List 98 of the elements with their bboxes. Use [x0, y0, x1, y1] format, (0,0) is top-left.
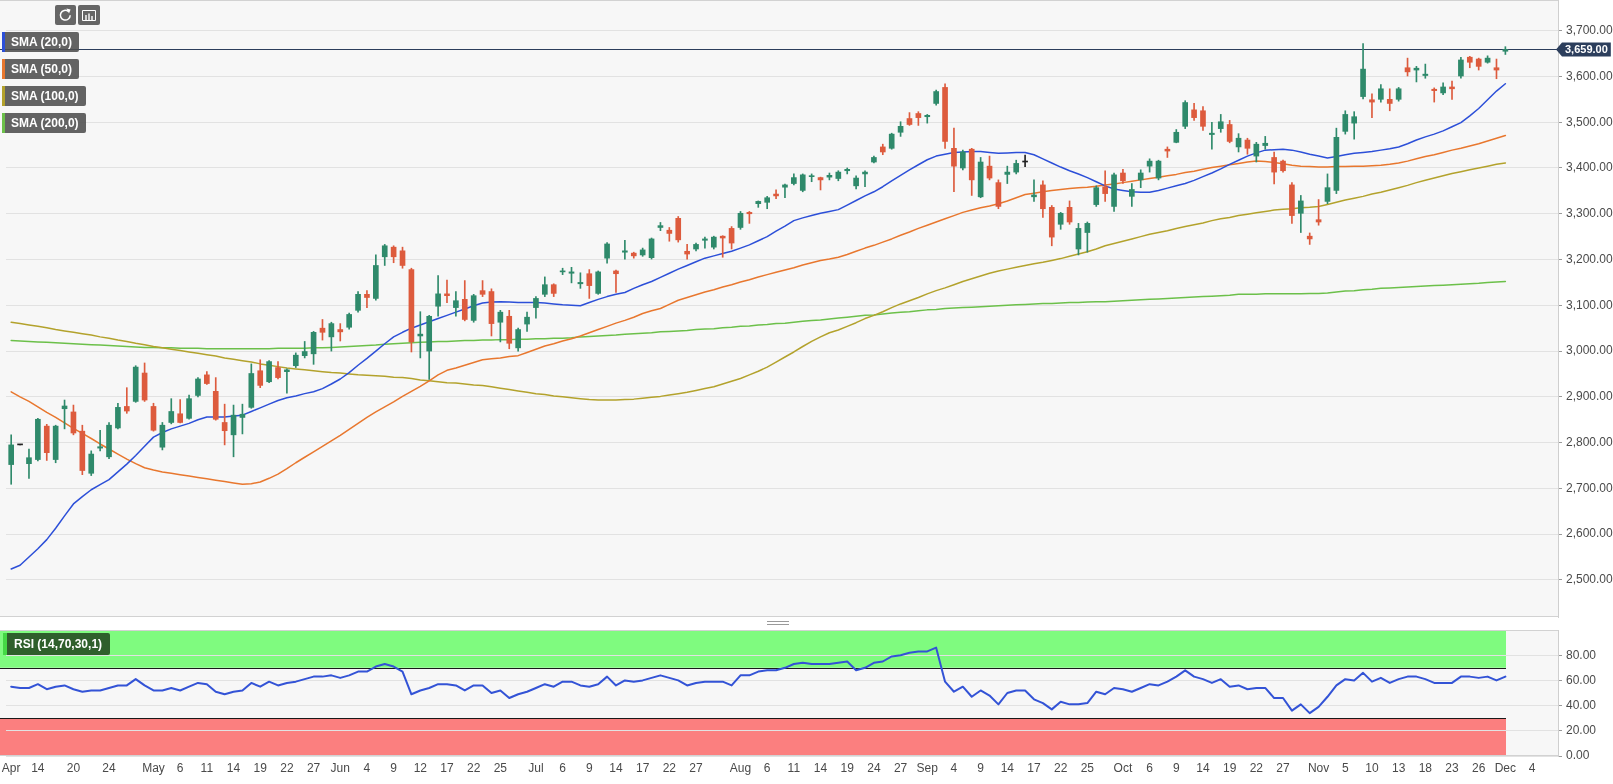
x-tick-label: 24	[102, 760, 117, 775]
x-tick-label: 6	[1146, 760, 1154, 775]
candlestick	[1262, 136, 1269, 150]
x-tick-label: Nov	[1307, 760, 1330, 775]
candlestick	[1102, 170, 1108, 202]
x-tick-label: 9	[585, 760, 593, 775]
y-tick-label: 3,400.00	[1566, 160, 1613, 175]
candlestick	[782, 183, 788, 199]
y-tick-label: 40.00	[1566, 697, 1597, 712]
x-tick-label: 14	[609, 760, 623, 775]
candlestick	[684, 244, 690, 260]
candlestick	[702, 236, 708, 249]
x-tick-label: 9	[977, 760, 985, 775]
x-tick-label: 23	[1445, 760, 1459, 775]
x-tick-label: 27	[689, 760, 704, 775]
x-tick-label: 25	[1080, 760, 1095, 775]
y-tick-label: 3,700.00	[1566, 22, 1613, 37]
x-tick-label: 22	[280, 760, 294, 775]
x-tick-label: 19	[1222, 760, 1237, 775]
x-tick-label: 27	[1276, 760, 1291, 775]
candlestick	[1431, 87, 1438, 103]
candlestick	[1209, 121, 1215, 150]
y-tick-label: 3,000.00	[1566, 343, 1613, 358]
y-tick-label: 2,800.00	[1566, 434, 1613, 449]
x-tick-label: 24	[867, 760, 881, 775]
candlestick	[364, 290, 370, 308]
x-tick-label: Aug	[729, 760, 752, 775]
x-tick-label: 22	[1249, 760, 1264, 775]
x-tick-label: 17	[1027, 760, 1041, 775]
x-tick-label: 4	[363, 760, 371, 775]
x-tick-label: 14	[1000, 760, 1015, 775]
y-tick-label: 2,900.00	[1566, 389, 1613, 404]
x-tick-label: 20	[66, 760, 81, 775]
x-tick-label: 14	[1196, 760, 1210, 775]
x-tick-label: 6	[176, 760, 184, 775]
candlestick	[337, 323, 344, 342]
candlestick	[1386, 88, 1393, 112]
x-tick-label: 14	[226, 760, 241, 775]
candlestick	[1004, 165, 1011, 184]
x-tick-label: 9	[1172, 760, 1180, 775]
y-tick-label: 3,300.00	[1566, 206, 1613, 221]
y-tick-label: 3,200.00	[1566, 251, 1613, 266]
x-tick-label: 14	[813, 760, 828, 775]
y-tick-label: 0.00	[1566, 748, 1590, 763]
legend-label: SMA (20,0)	[5, 35, 79, 49]
x-tick-label: 4	[950, 760, 958, 775]
y-tick-label: 3,600.00	[1566, 68, 1613, 83]
x-tick-label: 13	[1391, 760, 1406, 775]
y-tick-label: 60.00	[1566, 672, 1597, 687]
x-tick-label: Dec	[1494, 760, 1517, 775]
x-tick-label: 27	[306, 760, 321, 775]
x-tick-label: 22	[662, 760, 677, 775]
y-tick-label: 2,500.00	[1566, 572, 1613, 587]
x-tick-label: 12	[413, 760, 428, 775]
candlestick	[613, 269, 619, 293]
candlestick	[123, 387, 130, 414]
y-tick-label: 3,100.00	[1566, 297, 1613, 312]
text: RSI (14,70,30,1)	[13, 637, 104, 651]
x-tick-label: 19	[253, 760, 268, 775]
legend-label: SMA (100,0)	[5, 89, 86, 103]
x-tick-label: 17	[635, 760, 650, 775]
x-tick-label: 5	[1341, 760, 1349, 775]
x-tick-label: Sep	[916, 760, 939, 775]
y-tick-label: 3,500.00	[1566, 114, 1613, 129]
x-tick-label: 14	[31, 760, 45, 775]
x-tick-label: 27	[893, 760, 908, 775]
x-tick-label: 22	[466, 760, 481, 775]
x-tick-label: Jul	[528, 760, 544, 775]
x-tick-label: 9	[390, 760, 398, 775]
ref-line-label: 3,659.00	[1565, 43, 1608, 56]
x-tick-label: May	[142, 760, 165, 775]
candlestick	[1306, 232, 1313, 245]
x-tick-label: 25	[493, 760, 508, 775]
legend-label: SMA (50,0)	[5, 62, 79, 76]
y-tick-label: 80.00	[1566, 647, 1597, 662]
x-tick-label: Oct	[1113, 760, 1133, 775]
y-tick-label: 20.00	[1566, 723, 1597, 738]
x-tick-label: 26	[1472, 760, 1486, 775]
x-tick-label: 4	[1528, 760, 1536, 775]
y-tick-label: 2,600.00	[1566, 526, 1613, 541]
candlestick	[97, 429, 103, 452]
x-tick-label: 22	[1054, 760, 1068, 775]
candlestick	[1422, 63, 1429, 79]
x-tick-label: 11	[787, 760, 801, 775]
x-tick-label: 10	[1365, 760, 1379, 775]
y-tick-label: 2,700.00	[1566, 480, 1613, 495]
candlestick	[622, 239, 628, 260]
x-tick-label: 18	[1418, 760, 1433, 775]
candlestick	[26, 448, 32, 479]
x-tick-label: 6	[763, 760, 771, 775]
x-tick-label: Apr	[1, 760, 21, 775]
x-tick-label: 11	[200, 760, 214, 775]
candlestick	[1369, 93, 1375, 118]
x-tick-label: 17	[440, 760, 454, 775]
legend-label: SMA (200,0)	[5, 116, 86, 130]
x-tick-label: 6	[559, 760, 567, 775]
x-tick-label: Jun	[330, 760, 350, 775]
x-tick-label: 19	[840, 760, 855, 775]
